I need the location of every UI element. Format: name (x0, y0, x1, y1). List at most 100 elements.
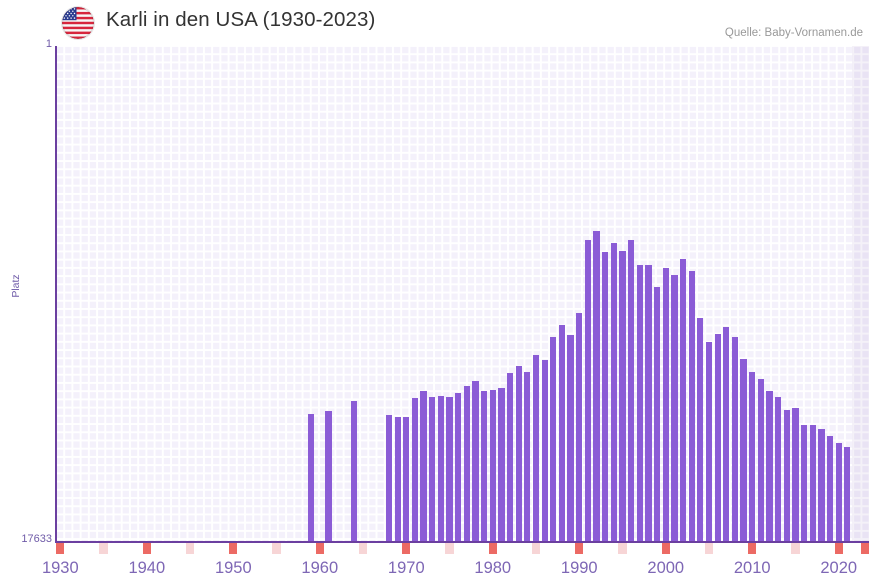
bar-1959 (308, 413, 315, 541)
bar-1995 (619, 250, 626, 541)
x-tick-mark-2000 (661, 543, 670, 554)
bar-2021 (844, 447, 851, 541)
x-tick-label-2010: 2010 (733, 559, 771, 577)
bar-1998 (645, 264, 652, 541)
bar-2005 (705, 342, 713, 541)
x-tick-mark-1955 (272, 543, 281, 554)
bar-1979 (481, 391, 488, 541)
bar-1989 (567, 335, 574, 541)
bar-1982 (506, 373, 514, 541)
bar-1987 (550, 336, 557, 541)
x-tick-label-1930: 1930 (41, 559, 79, 577)
bar-2011 (757, 378, 764, 541)
x-tick-mark-1950 (229, 543, 238, 554)
bar-2006 (714, 333, 721, 541)
bar-1974 (437, 395, 444, 541)
bar-series (56, 46, 869, 541)
bar-1977 (463, 385, 470, 541)
bar-1978 (472, 381, 479, 541)
bar-1996 (628, 239, 635, 541)
x-tick-label-1950: 1950 (214, 559, 252, 577)
bar-1983 (515, 366, 522, 541)
bar-1975 (446, 396, 453, 541)
bar-1972 (420, 391, 427, 541)
x-tick-mark-2020 (834, 543, 843, 554)
bar-1964 (351, 401, 358, 541)
bar-1991 (584, 239, 591, 541)
x-tick-label-1940: 1940 (128, 559, 166, 577)
bar-2017 (809, 424, 816, 541)
x-tick-mark-1930 (56, 543, 65, 554)
bar-2020 (835, 443, 842, 541)
bar-1992 (593, 231, 600, 541)
x-tick-mark-1980 (488, 543, 497, 554)
x-tick-mark-1945 (185, 543, 195, 554)
x-tick-mark-1940 (142, 543, 151, 554)
bar-1999 (653, 287, 661, 541)
bar-2000 (662, 267, 669, 541)
bar-2014 (783, 409, 790, 541)
x-tick-mark-2005 (704, 543, 714, 554)
bar-2015 (792, 408, 799, 541)
x-tick-mark-1985 (531, 543, 541, 554)
y-axis-line (55, 46, 57, 543)
x-tick-label-1970: 1970 (387, 559, 425, 577)
bar-2007 (723, 326, 730, 541)
bar-2009 (740, 359, 747, 541)
y-tick-top-label: 1 (45, 38, 52, 50)
x-tick-mark-1960 (315, 543, 324, 554)
x-tick-mark-1970 (402, 543, 411, 554)
x-tick-label-2020: 2020 (820, 559, 858, 577)
bar-1997 (636, 264, 643, 541)
bar-2003 (688, 270, 695, 541)
x-axis-ticks: 1930 1940 1950 1960 1970 1980 1990 2000 2010 2020 (42, 543, 869, 587)
source-attribution: Quelle: Baby-Vornamen.de (724, 27, 863, 39)
x-tick-label-1960: 1960 (301, 559, 339, 577)
bar-1986 (541, 360, 548, 541)
bar-1981 (498, 388, 505, 541)
us-flag-icon (62, 7, 94, 39)
x-tick-mark-1935 (99, 543, 108, 554)
bar-2010 (749, 371, 756, 541)
x-tick-mark-end (860, 543, 869, 554)
x-tick-mark-1975 (445, 543, 454, 554)
bar-1988 (558, 325, 566, 541)
bar-1993 (602, 252, 609, 541)
y-axis-title: Platz (10, 274, 22, 298)
x-tick-label-1980: 1980 (474, 559, 512, 577)
page-title: Karli in den USA (1930-2023) (106, 8, 376, 31)
bar-1968 (385, 415, 393, 541)
x-axis-line (55, 541, 869, 543)
bar-1970 (403, 416, 410, 541)
bar-1961 (325, 410, 332, 541)
bar-2002 (679, 259, 687, 541)
bar-2001 (671, 274, 678, 541)
bar-1971 (411, 398, 419, 541)
x-tick-label-1990: 1990 (560, 559, 598, 577)
x-tick-mark-1965 (358, 543, 368, 554)
bar-1973 (429, 396, 436, 541)
chart-header: Karli in den USA (1930-2023) Quelle: Bab… (0, 0, 873, 44)
bar-2018 (818, 429, 825, 541)
x-tick-label-2000: 2000 (647, 559, 685, 577)
bar-2019 (826, 436, 834, 541)
bar-1980 (489, 389, 496, 541)
bar-1976 (455, 392, 462, 541)
bar-1969 (394, 416, 401, 541)
bar-1985 (532, 354, 540, 541)
y-tick-bottom-label: 17633 (21, 533, 52, 545)
x-tick-mark-2010 (748, 543, 757, 554)
bar-1994 (610, 242, 617, 541)
bar-2012 (766, 391, 773, 541)
bar-2008 (731, 336, 739, 541)
bar-2004 (697, 318, 704, 541)
bar-2016 (801, 424, 808, 541)
x-tick-mark-1990 (575, 543, 584, 554)
bar-1984 (524, 371, 531, 541)
x-tick-mark-1995 (618, 543, 627, 554)
bar-2013 (775, 396, 782, 541)
y-axis-labels: Platz 1 17633 (0, 0, 56, 587)
bar-1990 (576, 312, 583, 541)
plot-area (56, 46, 869, 541)
